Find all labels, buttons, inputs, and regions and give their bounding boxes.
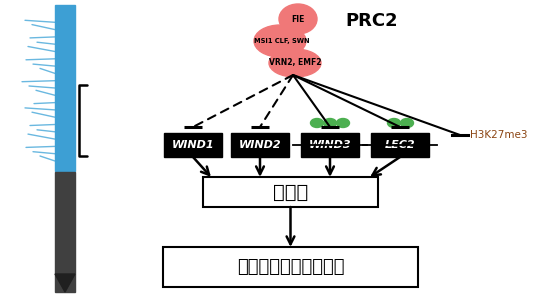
Text: PRC2: PRC2 — [345, 12, 398, 30]
Ellipse shape — [311, 119, 323, 127]
Text: H3K27me3: H3K27me3 — [470, 130, 527, 140]
Text: WIND1: WIND1 — [172, 140, 214, 150]
Text: 脱分化: 脱分化 — [273, 182, 308, 201]
Bar — [163, 247, 418, 287]
Bar — [164, 133, 222, 157]
Text: FIE: FIE — [292, 15, 305, 23]
Text: MSI1 CLF, SWN: MSI1 CLF, SWN — [254, 38, 310, 44]
Text: WIND3: WIND3 — [309, 140, 351, 150]
Text: LEC2: LEC2 — [384, 140, 415, 150]
Bar — [371, 133, 429, 157]
Ellipse shape — [269, 49, 321, 77]
Text: カルス、体細胞胚形成: カルス、体細胞胚形成 — [236, 258, 344, 276]
Ellipse shape — [254, 25, 306, 57]
Bar — [55, 172, 75, 292]
Ellipse shape — [279, 4, 317, 34]
Ellipse shape — [337, 119, 349, 127]
Ellipse shape — [400, 119, 414, 127]
Bar — [231, 133, 289, 157]
Ellipse shape — [323, 119, 337, 127]
Bar — [203, 177, 378, 207]
Text: WIND2: WIND2 — [239, 140, 281, 150]
Bar — [55, 5, 75, 171]
Bar — [301, 133, 359, 157]
Polygon shape — [55, 274, 75, 292]
Text: VRN2, EMF2: VRN2, EMF2 — [269, 59, 321, 67]
Ellipse shape — [388, 119, 400, 127]
